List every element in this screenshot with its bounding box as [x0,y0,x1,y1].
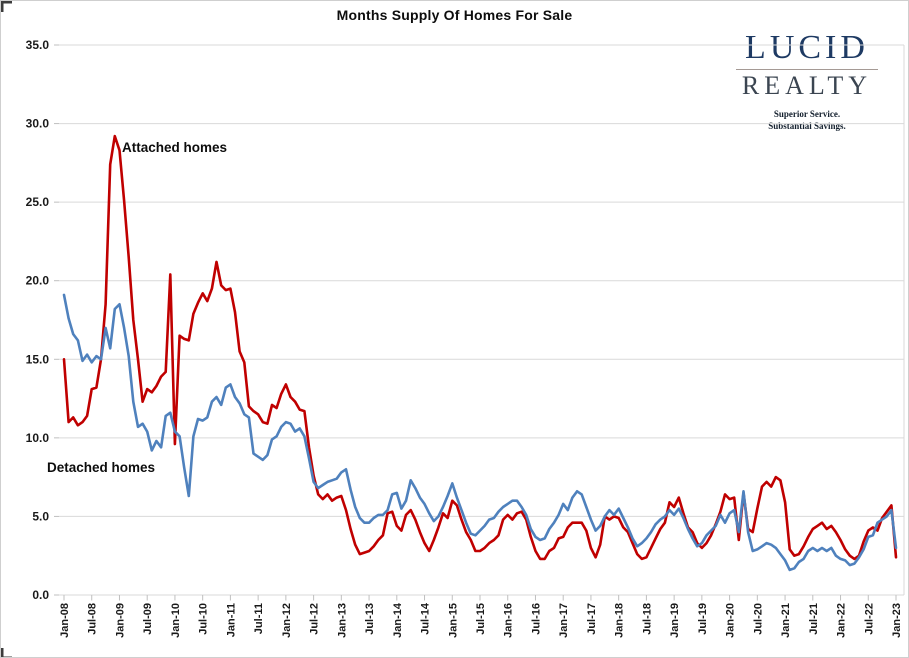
y-tick-label: 30.0 [26,117,50,131]
x-tick-label: Jan-11 [225,603,237,637]
corner-mark-top-left [1,1,12,12]
logo-word-realty: REALTY [741,71,873,100]
logo-tagline-line1: Superior Service. [773,109,841,119]
x-tick-label: Jul-18 [641,603,653,635]
x-tick-label: Jul-10 [198,603,210,635]
y-tick-label: 35.0 [26,38,50,52]
x-tick-label: Jul-13 [364,603,376,635]
x-tick-label: Jul-19 [697,603,709,635]
x-tick-label: Jan-08 [59,603,71,638]
series-label-attached-homes: Attached homes [122,140,228,155]
logo-tagline-line2: Substantial Savings. [768,121,846,132]
x-tick-label: Jan-13 [336,603,348,638]
series-line-attached-homes [62,134,898,561]
logo-word-lucid: LUCID [745,29,869,66]
x-tick-label: Jul-09 [142,603,154,635]
x-tick-label: Jul-22 [863,603,875,635]
x-tick-label: Jan-18 [614,603,626,638]
x-tick-label: Jan-23 [891,603,903,638]
x-tick-label: Jul-11 [253,603,265,634]
x-tick-label: Jan-15 [447,603,459,638]
y-tick-label: 20.0 [26,274,50,288]
x-tick-label: Jul-15 [475,603,487,635]
x-tick-label: Jan-10 [170,603,182,638]
x-tick-label: Jul-14 [420,602,432,635]
series-line-detached-homes [62,293,898,572]
x-tick-label: Jan-20 [725,603,737,638]
lucid-realty-logo: LUCID REALTY Superior Service. Substanti… [718,31,896,132]
y-tick-label: 15.0 [26,352,50,366]
x-tick-label: Jul-21 [808,603,820,635]
x-tick-label: Jul-12 [309,603,321,635]
x-tick-label: Jan-16 [503,603,515,638]
x-tick-label: Jan-12 [281,603,293,638]
y-tick-label: 0.0 [32,588,49,602]
x-tick-label: Jul-17 [586,603,598,635]
chart-title: Months Supply Of Homes For Sale [336,7,573,23]
logo-tagline: Superior Service. Substantial Savings. [718,108,896,132]
series-label-detached-homes: Detached homes [47,460,156,475]
x-tick-label: Jul-08 [87,603,99,635]
x-tick-label: Jan-22 [836,603,848,638]
logo-divider [736,69,878,70]
y-tick-label: 5.0 [32,509,49,523]
y-tick-label: 25.0 [26,195,50,209]
corner-mark-bottom-left [1,648,12,657]
x-tick-label: Jan-17 [558,603,570,638]
x-tick-label: Jan-21 [780,603,792,638]
y-tick-label: 10.0 [26,431,50,445]
x-tick-label: Jan-09 [114,603,126,638]
x-tick-label: Jan-19 [669,603,681,638]
x-tick-label: Jul-20 [752,603,764,635]
x-tick-label: Jul-16 [530,603,542,635]
x-tick-label: Jan-14 [392,602,404,638]
